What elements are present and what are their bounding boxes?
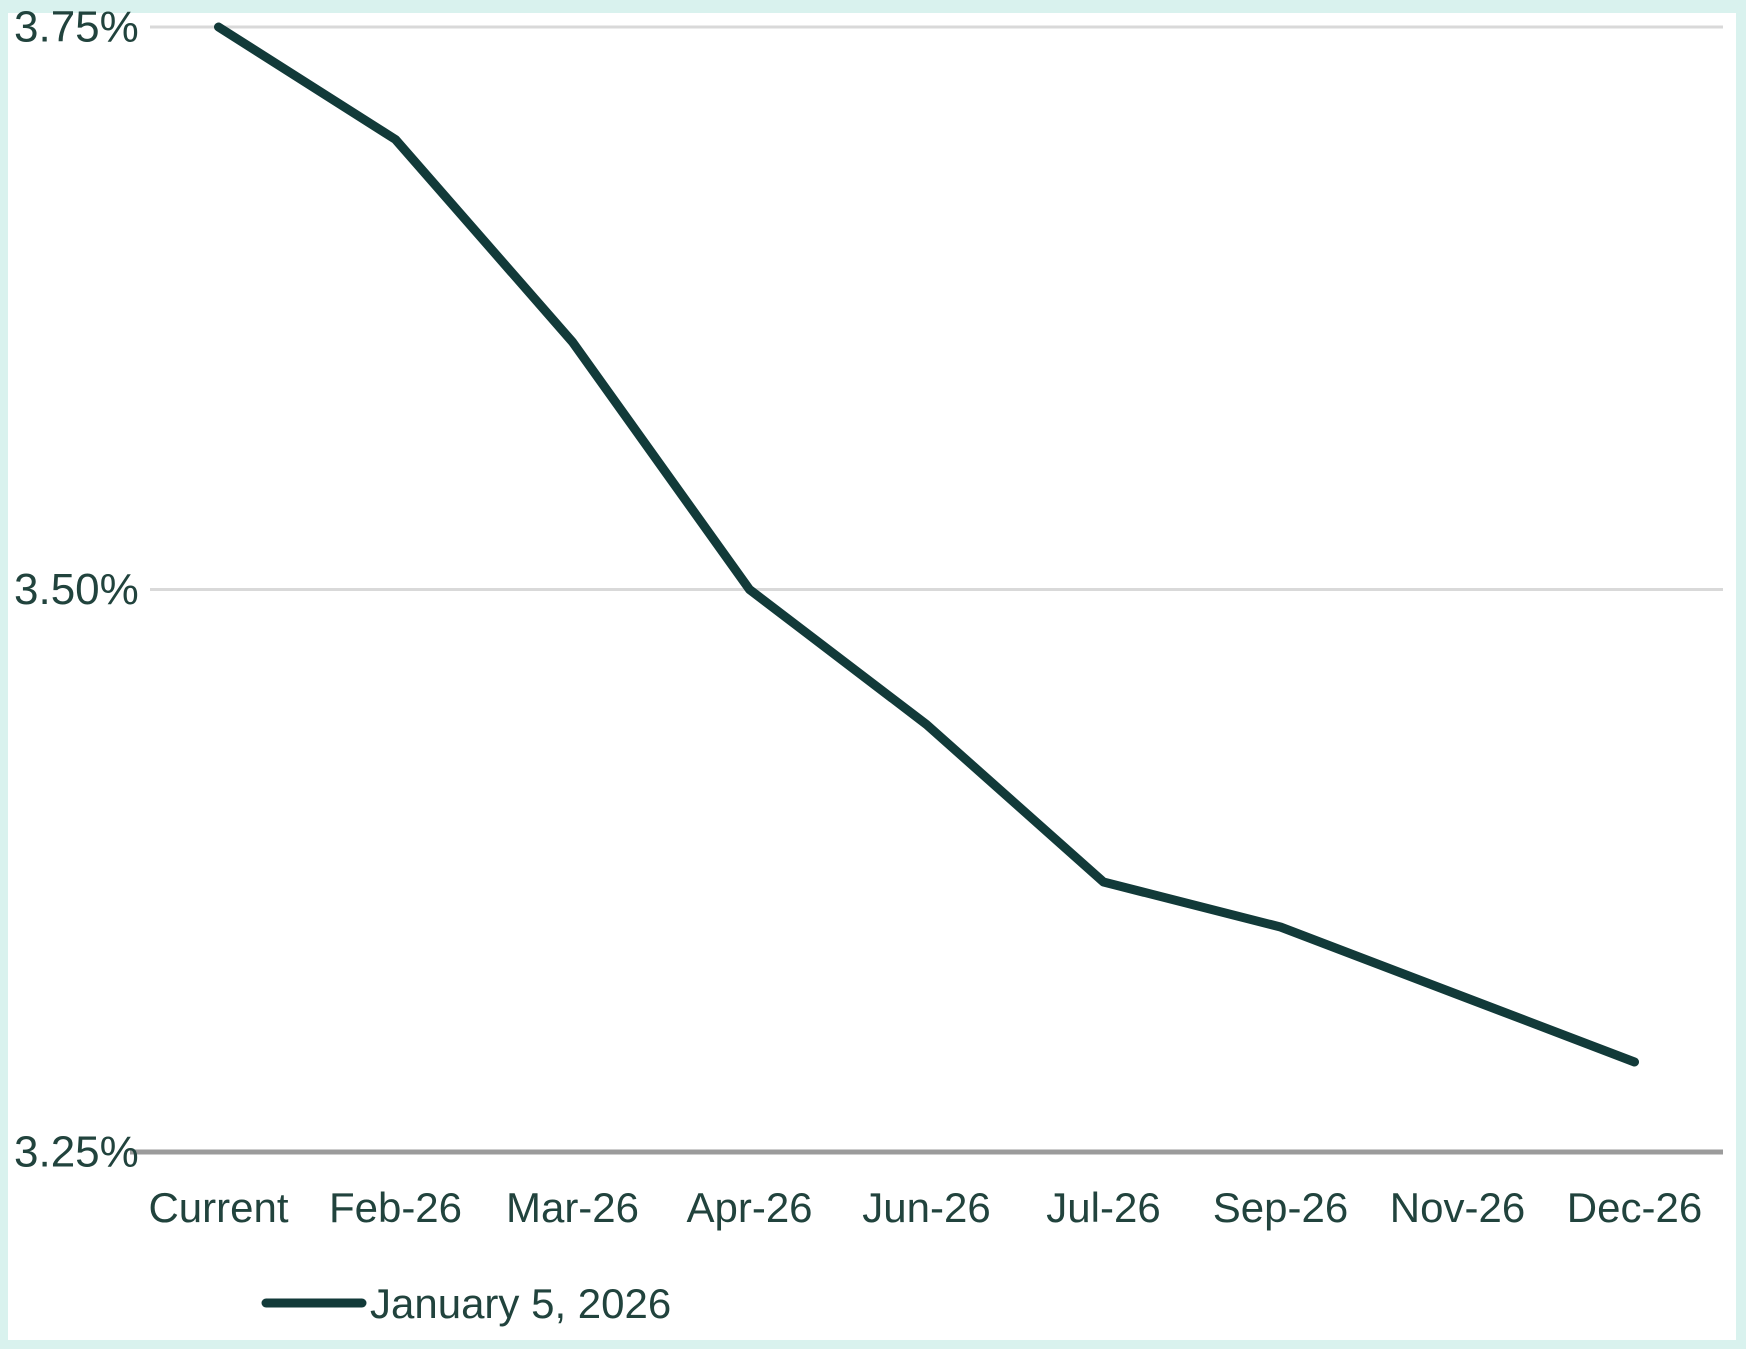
x-tick-label: Mar-26 [506, 1184, 639, 1231]
y-tick-label: 3.50% [14, 565, 139, 614]
x-tick-label: Apr-26 [686, 1184, 812, 1231]
x-tick-label: Jul-26 [1046, 1184, 1160, 1231]
x-tick-label: Sep-26 [1213, 1184, 1348, 1231]
x-tick-label: Feb-26 [329, 1184, 462, 1231]
y-tick-label: 3.75% [14, 3, 139, 52]
x-tick-label: Jun-26 [862, 1184, 990, 1231]
legend-label: January 5, 2026 [370, 1280, 671, 1327]
series-line [214, 22, 1639, 1067]
x-tick-label: Nov-26 [1390, 1184, 1525, 1231]
y-tick-label: 3.25% [14, 1128, 139, 1177]
legend: January 5, 2026 [261, 1280, 671, 1327]
x-tick-label: Current [148, 1184, 288, 1231]
x-tick-label: Dec-26 [1567, 1184, 1702, 1231]
